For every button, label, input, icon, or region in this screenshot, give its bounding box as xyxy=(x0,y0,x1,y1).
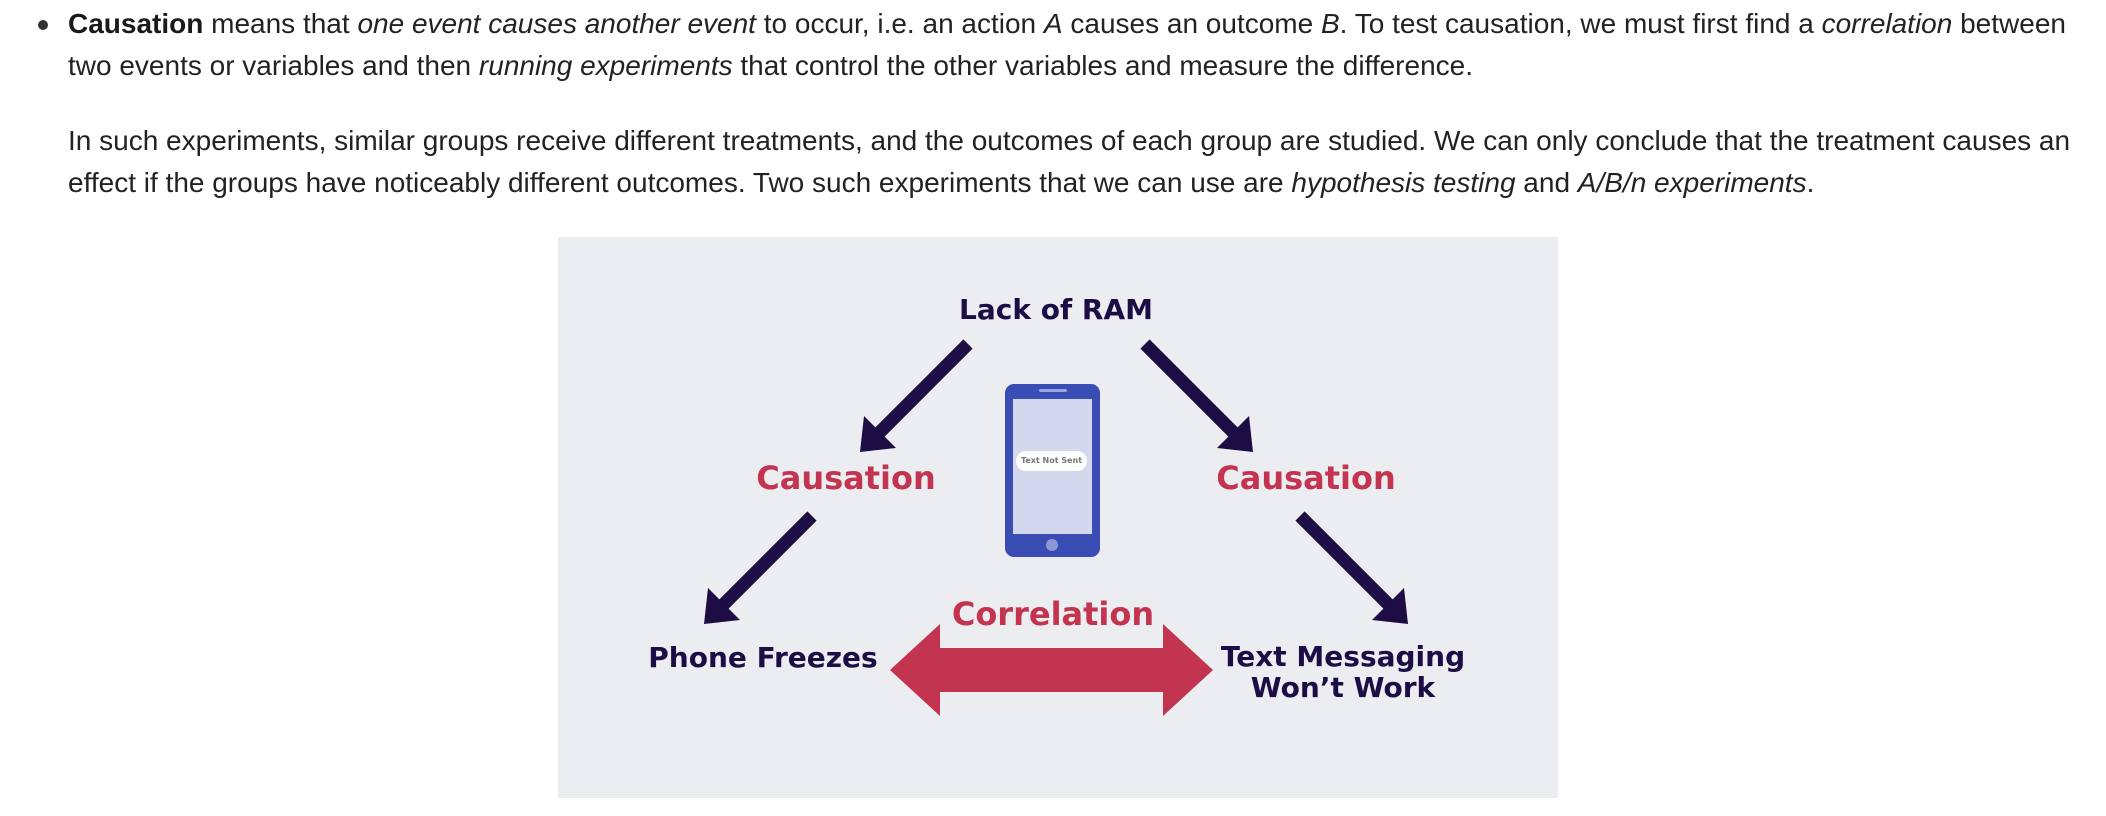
text-run: to occur, i.e. an action xyxy=(755,8,1044,39)
node-text-messaging-line1: Text Messaging xyxy=(1220,640,1466,673)
node-text-messaging-line2: Won’t Work xyxy=(1250,671,1436,704)
emphasis-run: A xyxy=(1043,8,1063,39)
causation-diagram: Lack of RAM Causation Causation Correlat… xyxy=(558,237,1558,798)
text-run: causes an outcome xyxy=(1062,8,1321,39)
text-run: . xyxy=(1806,167,1815,198)
arrow-bottom-left xyxy=(704,511,817,624)
arrow-top-right xyxy=(1140,339,1253,452)
emphasis-run: B xyxy=(1320,8,1340,39)
text-run: means that xyxy=(203,8,358,39)
node-lack-of-ram: Lack of RAM xyxy=(959,293,1153,326)
emphasis-run: A/B/n experiments xyxy=(1577,167,1807,198)
text-run: between two events or variables and then xyxy=(68,8,2066,81)
emphasis-run: correlation xyxy=(1821,8,1953,39)
causation-term: Causation xyxy=(68,8,204,39)
phone-screen-message: Text Not Sent xyxy=(1020,456,1083,465)
correlation-double-arrow xyxy=(890,624,1213,716)
text-run: . To test causation, we must first find … xyxy=(1339,8,1822,39)
edge-label-correlation: Correlation xyxy=(951,595,1155,633)
emphasis-run: one event causes another event xyxy=(357,8,756,39)
experiments-paragraph: In such experiments, similar groups rece… xyxy=(68,120,2106,204)
bullet-dot xyxy=(38,20,48,30)
edge-label-causation-right: Causation xyxy=(1216,459,1396,497)
arrow-bottom-right xyxy=(1295,511,1408,624)
phone-icon xyxy=(1005,384,1100,557)
node-phone-freezes: Phone Freezes xyxy=(648,641,878,674)
arrow-top-left xyxy=(860,339,973,452)
emphasis-run: hypothesis testing xyxy=(1291,167,1516,198)
edge-label-causation-left: Causation xyxy=(756,459,936,497)
emphasis-run: running experiments xyxy=(478,50,733,81)
causation-paragraph: Causation means that one event causes an… xyxy=(68,3,2106,87)
text-run: that control the other variables and mea… xyxy=(732,50,1473,81)
text-run: In such experiments, similar groups rece… xyxy=(68,125,2071,198)
text-run: and xyxy=(1515,167,1578,198)
diagram-graphics xyxy=(704,339,1408,716)
node-text-messaging: Text Messaging Won’t Work xyxy=(1218,641,1468,703)
